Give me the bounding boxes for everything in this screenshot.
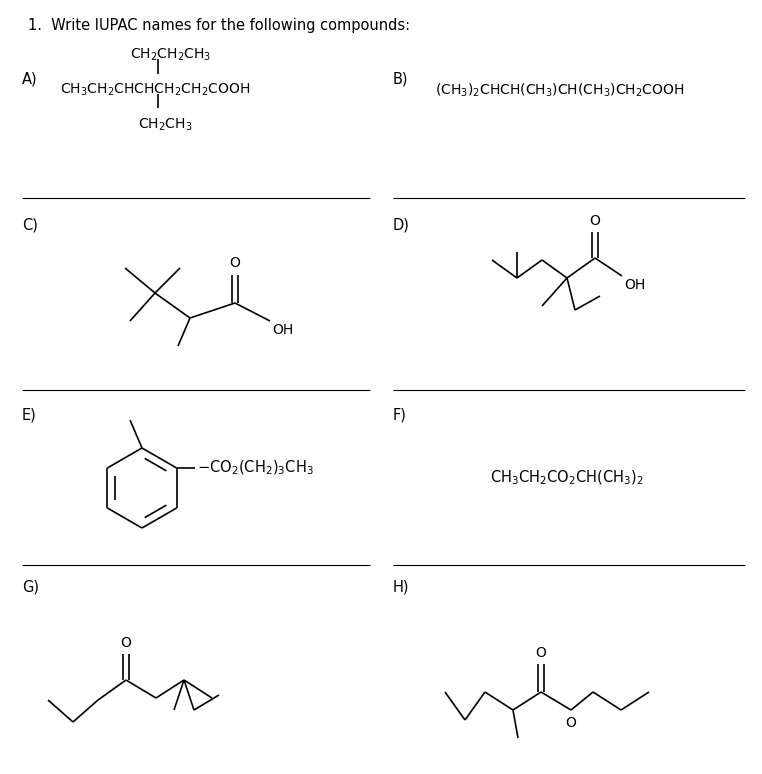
Text: H): H) [393,580,409,595]
Text: OH: OH [272,323,293,337]
Text: O: O [536,646,546,660]
Text: O: O [590,214,600,228]
Text: OH: OH [624,278,645,292]
Text: $\mathregular{CH_2CH_2CH_3}$: $\mathregular{CH_2CH_2CH_3}$ [130,47,211,63]
Text: D): D) [393,218,410,233]
Text: E): E) [22,408,37,423]
Text: $\mathregular{(CH_3)_2CHCH(CH_3)CH(CH_3)CH_2COOH}$: $\mathregular{(CH_3)_2CHCH(CH_3)CH(CH_3)… [435,82,684,99]
Text: $\mathregular{CH_2CH_3}$: $\mathregular{CH_2CH_3}$ [138,117,193,133]
Text: F): F) [393,408,407,423]
Text: B): B) [393,72,408,87]
Text: O: O [229,256,241,270]
Text: $\mathregular{CH_3CH_2CHCHCH_2CH_2COOH}$: $\mathregular{CH_3CH_2CHCHCH_2CH_2COOH}$ [60,82,250,98]
Text: $\mathregular{-CO_2(CH_2)_3CH_3}$: $\mathregular{-CO_2(CH_2)_3CH_3}$ [197,459,314,478]
Text: C): C) [22,218,38,233]
Text: A): A) [22,72,37,87]
Text: O: O [120,636,131,650]
Text: G): G) [22,580,39,595]
Text: $\mathregular{CH_3CH_2CO_2CH(CH_3)_2}$: $\mathregular{CH_3CH_2CO_2CH(CH_3)_2}$ [490,469,644,487]
Text: O: O [565,716,576,730]
Text: 1.  Write IUPAC names for the following compounds:: 1. Write IUPAC names for the following c… [28,18,410,33]
